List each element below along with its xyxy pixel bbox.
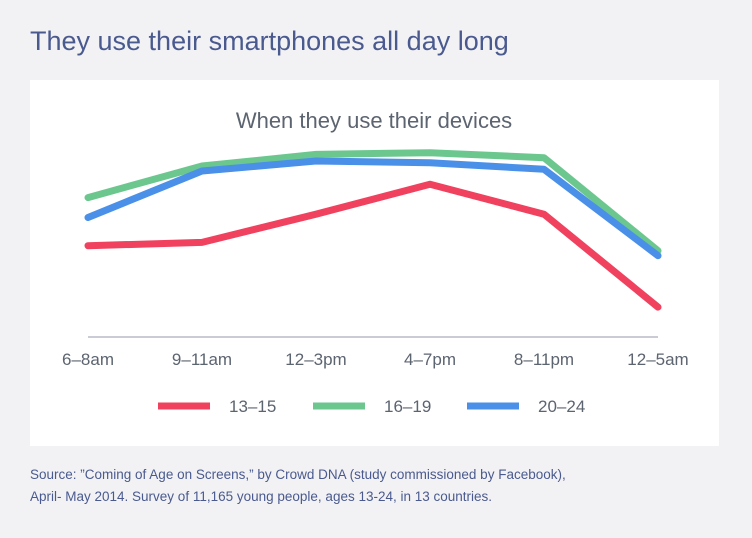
legend-label-1: 16–19: [384, 397, 431, 416]
legend-label-0: 13–15: [229, 397, 276, 416]
source-line-1: Source: ”Coming of Age on Screens,” by C…: [30, 467, 566, 482]
x-tick-label: 6–8am: [62, 350, 114, 369]
x-tick-labels: 6–8am 9–11am 12–3pm 4–7pm 8–11pm 12–5am: [62, 350, 689, 369]
x-tick-label: 9–11am: [172, 350, 232, 369]
series-line-2: [84, 157, 662, 260]
page-headline: They use their smartphones all day long: [30, 26, 509, 56]
legend: 13–15 16–19 20–24: [158, 397, 585, 416]
x-tick-label: 12–3pm: [285, 350, 346, 369]
legend-label-2: 20–24: [538, 397, 585, 416]
series-line-1: [84, 149, 662, 255]
source-note: Source: ”Coming of Age on Screens,” by C…: [30, 464, 730, 508]
x-tick-label: 8–11pm: [514, 350, 574, 369]
series-layer: [84, 149, 662, 311]
series-line-0: [84, 180, 662, 311]
line-chart: When they use their devices 6–8am 9–11am 1…: [62, 108, 689, 416]
chart-title: When they use their devices: [236, 108, 512, 133]
chart-card: When they use their devices 6–8am 9–11am 1…: [30, 80, 719, 446]
x-tick-label: 4–7pm: [404, 350, 456, 369]
x-tick-label: 12–5am: [627, 350, 688, 369]
source-line-2: April- May 2014. Survey of 11,165 young …: [30, 489, 493, 504]
